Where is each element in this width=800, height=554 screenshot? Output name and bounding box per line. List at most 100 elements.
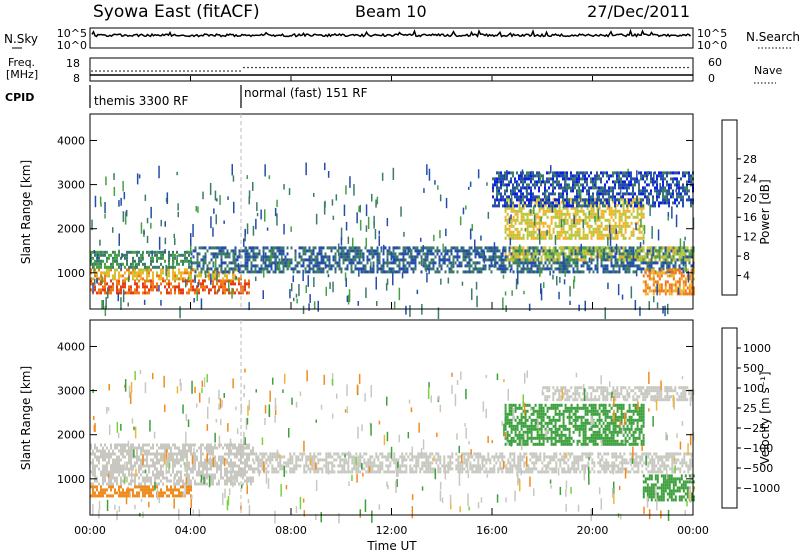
nave-point <box>671 66 673 69</box>
nave-point <box>539 66 541 69</box>
nave-point <box>179 70 181 72</box>
nave-point <box>359 66 361 69</box>
nave-point <box>155 70 157 72</box>
nave-point <box>263 66 265 69</box>
noise-right-tick-top: 10^5 <box>697 27 727 40</box>
velocity-region-3 <box>504 403 645 446</box>
nave-point <box>195 70 197 72</box>
nave-point <box>311 66 313 69</box>
nave-point <box>375 66 377 69</box>
nave-point <box>103 70 105 72</box>
nave-point <box>127 70 129 72</box>
nave-point <box>619 66 621 69</box>
nave-point <box>531 66 533 69</box>
nave-point <box>479 66 481 69</box>
nave-point <box>343 66 345 69</box>
freq-tick-top: 18 <box>66 57 80 70</box>
nave-point <box>247 66 249 69</box>
nave-point <box>515 66 517 69</box>
velocity-colorbar-frame <box>721 327 738 509</box>
nave-point <box>683 66 685 69</box>
nave-point <box>623 66 625 69</box>
nave-point <box>523 66 525 69</box>
nave-point <box>271 66 273 69</box>
nave-point <box>543 66 545 69</box>
beam-label: Beam 10 <box>355 2 427 21</box>
nave-point <box>643 66 645 69</box>
power-colorbar-frame <box>721 119 738 296</box>
nave-point <box>575 66 577 69</box>
noise-trace <box>91 28 692 38</box>
power-data <box>90 162 695 320</box>
nave-point <box>555 66 557 69</box>
nave-point <box>411 66 413 69</box>
velocity-colorbar-tick-label: 500 <box>743 362 764 375</box>
nave-point <box>507 66 509 69</box>
nave-point <box>327 66 329 69</box>
nave-point <box>551 66 553 69</box>
nave-point <box>651 66 653 69</box>
nave-point <box>463 66 465 69</box>
nave-point <box>615 66 617 69</box>
nave-point <box>295 66 297 69</box>
velocity-region-5 <box>542 386 695 402</box>
cpid-segment-1: themis 3300 RF <box>94 94 188 108</box>
velocity-colorbar-tick-label: 1000 <box>743 342 771 355</box>
nave-tick-bottom: 0 <box>708 72 715 85</box>
y-tick-label: 4000 <box>57 340 85 353</box>
freq-tick-bottom: 8 <box>73 72 80 85</box>
nave-point <box>315 66 317 69</box>
y-tick-label: 1000 <box>57 473 85 486</box>
power-colorbar-tick-label: 16 <box>743 211 757 224</box>
nave-trace <box>91 66 689 72</box>
nave-point <box>95 70 97 72</box>
nave-point <box>503 66 505 69</box>
nave-point <box>631 66 633 69</box>
nave-point <box>459 66 461 69</box>
y-tick-label: 2000 <box>57 429 85 442</box>
nave-point <box>667 66 669 69</box>
nave-point <box>587 66 589 69</box>
velocity-colorbar-tick-label: −500 <box>743 462 773 475</box>
nave-point <box>415 66 417 69</box>
nave-point <box>451 66 453 69</box>
nave-point <box>487 66 489 69</box>
velocity-colorbar-label: Velocity [m s⁻¹] <box>758 371 772 464</box>
nave-point <box>603 66 605 69</box>
power-y-ticks: 1000 2000 3000 4000 <box>57 134 693 280</box>
nave-point <box>535 66 537 69</box>
nave-point <box>495 66 497 69</box>
nave-point <box>239 70 241 72</box>
power-panel: 1000 2000 3000 4000 Slant Range [km] <box>19 113 695 320</box>
date-label: 27/Dec/2011 <box>587 2 690 21</box>
nave-point <box>407 66 409 69</box>
nave-point <box>391 66 393 69</box>
nave-point <box>355 66 357 69</box>
power-scatter <box>91 162 695 320</box>
nave-point <box>107 70 109 72</box>
nave-point <box>255 66 257 69</box>
nave-point <box>659 66 661 69</box>
nave-point <box>167 70 169 72</box>
nave-point <box>235 70 237 72</box>
power-region-2 <box>90 250 192 269</box>
nave-point <box>571 66 573 69</box>
freq-label-2: [MHz] <box>6 68 38 81</box>
nave-point <box>583 66 585 69</box>
nave-point <box>119 70 121 72</box>
nave-point <box>363 66 365 69</box>
nave-point <box>475 66 477 69</box>
velocity-y-ticks: 1000 2000 3000 4000 <box>57 340 693 486</box>
x-axis-ticks: 00:00 04:00 08:00 12:00 16:00 20:00 00:00 <box>74 76 709 537</box>
velocity-panel: 1000 2000 3000 4000 Slant Range [km] <box>19 319 695 524</box>
nave-point <box>243 66 245 69</box>
nave-point <box>335 66 337 69</box>
nave-point <box>299 66 301 69</box>
nave-point <box>151 70 153 72</box>
x-tick-label: 00:00 <box>74 524 106 537</box>
y-tick-label: 3000 <box>57 179 85 192</box>
nave-point <box>527 66 529 69</box>
velocity-region-0 <box>90 485 192 498</box>
nave-point <box>419 66 421 69</box>
nave-point <box>371 66 373 69</box>
